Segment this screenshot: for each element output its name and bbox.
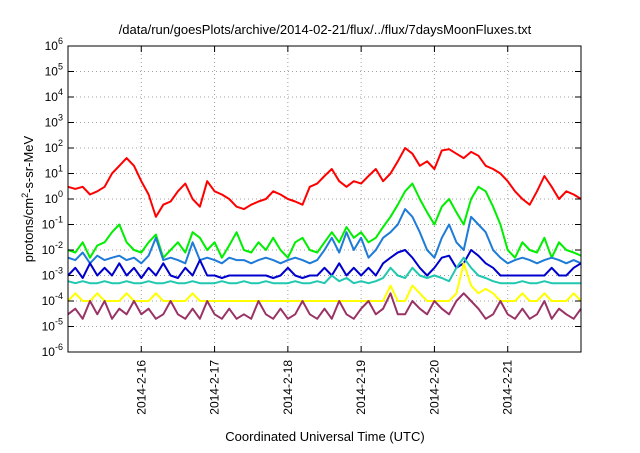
series-layer — [67, 147, 582, 320]
series-line — [67, 249, 582, 279]
axis-ticks: 106 105 104 103 102 101 100 10-1 10-2 10-3 10-4 10-… — [42, 36, 581, 415]
x-tick-label: 2014-2-16 — [134, 360, 148, 415]
x-tick-label: 2014-2-17 — [208, 360, 222, 415]
y-tick-label: 104 — [45, 87, 63, 104]
y-tick-label: 101 — [45, 164, 63, 181]
series-line — [67, 262, 582, 302]
chart-title: /data/run/goesPlots/archive/2014-02-21/f… — [119, 22, 532, 37]
x-tick-label: 2014-2-20 — [427, 360, 441, 415]
y-tick-label: 102 — [45, 138, 63, 155]
y-axis-label-sup: 2 — [20, 193, 30, 198]
y-tick-label: 10-5 — [42, 317, 63, 334]
y-tick-label: 10-2 — [42, 240, 63, 257]
y-tick-label: 10-3 — [42, 266, 63, 283]
y-tick-label: 10-1 — [42, 215, 63, 232]
x-tick-label: 2014-2-19 — [354, 360, 368, 415]
y-tick-label: 10-4 — [42, 291, 63, 308]
y-axis-label: protons/cm2-s-sr-MeV — [20, 135, 36, 262]
series-line — [67, 292, 582, 320]
y-tick-label: 105 — [45, 62, 63, 79]
y-tick-label: 10-6 — [42, 342, 63, 359]
x-tick-label: 2014-2-18 — [281, 360, 295, 415]
series-line — [67, 182, 582, 259]
y-tick-label: 103 — [45, 113, 63, 130]
y-tick-label: 100 — [45, 189, 63, 206]
series-line — [67, 147, 582, 218]
y-axis-label-suffix: -s-sr-MeV — [21, 135, 36, 192]
y-tick-label: 106 — [45, 36, 63, 53]
y-axis-label-prefix: protons/cm — [21, 198, 36, 262]
x-tick-label: 2014-2-21 — [501, 360, 515, 415]
series-line — [67, 208, 582, 265]
x-axis-label: Coordinated Universal Time (UTC) — [225, 429, 424, 444]
series-line — [67, 256, 581, 285]
